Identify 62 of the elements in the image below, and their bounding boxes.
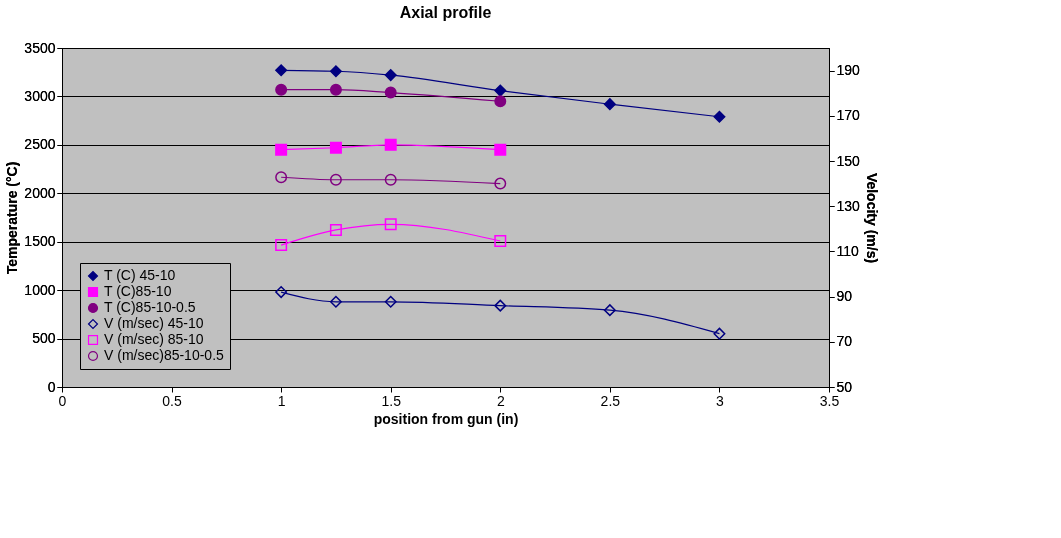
point bbox=[494, 143, 507, 156]
legend-label: V (m/sec) 45-10 bbox=[104, 315, 204, 331]
point bbox=[603, 304, 616, 317]
point bbox=[329, 83, 342, 96]
y-tick-label: 3000 bbox=[24, 87, 56, 104]
point bbox=[494, 177, 507, 190]
x-tick-label: 0.5 bbox=[162, 392, 183, 409]
point bbox=[275, 143, 288, 156]
y-tick-label: 2500 bbox=[24, 136, 56, 153]
y-tick-label: 0 bbox=[47, 378, 56, 395]
y2-tick-label: 50 bbox=[836, 378, 853, 395]
chart-title: Axial profile bbox=[399, 4, 492, 21]
point bbox=[494, 235, 507, 247]
legend-label: T (C)85-10 bbox=[104, 283, 172, 299]
point bbox=[494, 84, 507, 97]
y-tick-label: 1500 bbox=[24, 233, 56, 250]
point bbox=[329, 65, 342, 78]
y2-tick-label: 70 bbox=[836, 333, 853, 350]
y2-axis-title: Velocity (m/s) bbox=[863, 172, 880, 264]
y2-tick-label: 150 bbox=[836, 152, 861, 169]
y2-tick-label: 170 bbox=[836, 107, 861, 124]
point bbox=[384, 173, 397, 186]
point bbox=[494, 95, 507, 108]
y-tick-label: 1000 bbox=[24, 281, 56, 298]
point bbox=[329, 223, 342, 236]
x-axis-title: position from gun (in) bbox=[373, 410, 519, 427]
legend-label: T (C) 45-10 bbox=[104, 267, 176, 283]
legend-label: V (m/sec)85-10-0.5 bbox=[104, 347, 225, 363]
point bbox=[275, 286, 288, 299]
point bbox=[384, 69, 397, 82]
point bbox=[329, 295, 342, 308]
y-tick-label: 500 bbox=[32, 330, 56, 347]
point bbox=[329, 141, 342, 154]
point bbox=[275, 64, 288, 77]
point bbox=[603, 98, 616, 111]
point bbox=[384, 138, 397, 151]
y-tick-label: 3500 bbox=[24, 39, 56, 56]
point bbox=[384, 218, 397, 231]
point bbox=[329, 173, 342, 186]
y2-tick-label: 90 bbox=[836, 288, 853, 305]
y-axis-title: Temperature (°C) bbox=[4, 161, 21, 275]
point bbox=[494, 299, 507, 312]
x-tick-label: 0 bbox=[58, 392, 67, 409]
y-tick-label: 2000 bbox=[24, 184, 56, 201]
point bbox=[275, 83, 288, 96]
x-tick-label: 3.5 bbox=[819, 392, 840, 409]
legend-label: T (C)85-10-0.5 bbox=[104, 299, 196, 315]
x-tick-label: 3 bbox=[716, 392, 725, 409]
legend-label: V (m/sec) 85-10 bbox=[104, 331, 204, 347]
point bbox=[713, 327, 726, 340]
point bbox=[275, 171, 288, 184]
x-tick-label: 2 bbox=[496, 392, 505, 409]
point bbox=[713, 110, 726, 123]
point bbox=[384, 295, 397, 308]
y2-tick-label: 110 bbox=[836, 242, 860, 259]
point bbox=[384, 86, 397, 99]
x-tick-label: 1 bbox=[277, 392, 286, 409]
y2-tick-label: 130 bbox=[836, 197, 861, 214]
y2-tick-label: 190 bbox=[836, 62, 861, 79]
x-tick-label: 2.5 bbox=[600, 392, 621, 409]
x-tick-label: 1.5 bbox=[381, 392, 402, 409]
point bbox=[275, 239, 288, 252]
